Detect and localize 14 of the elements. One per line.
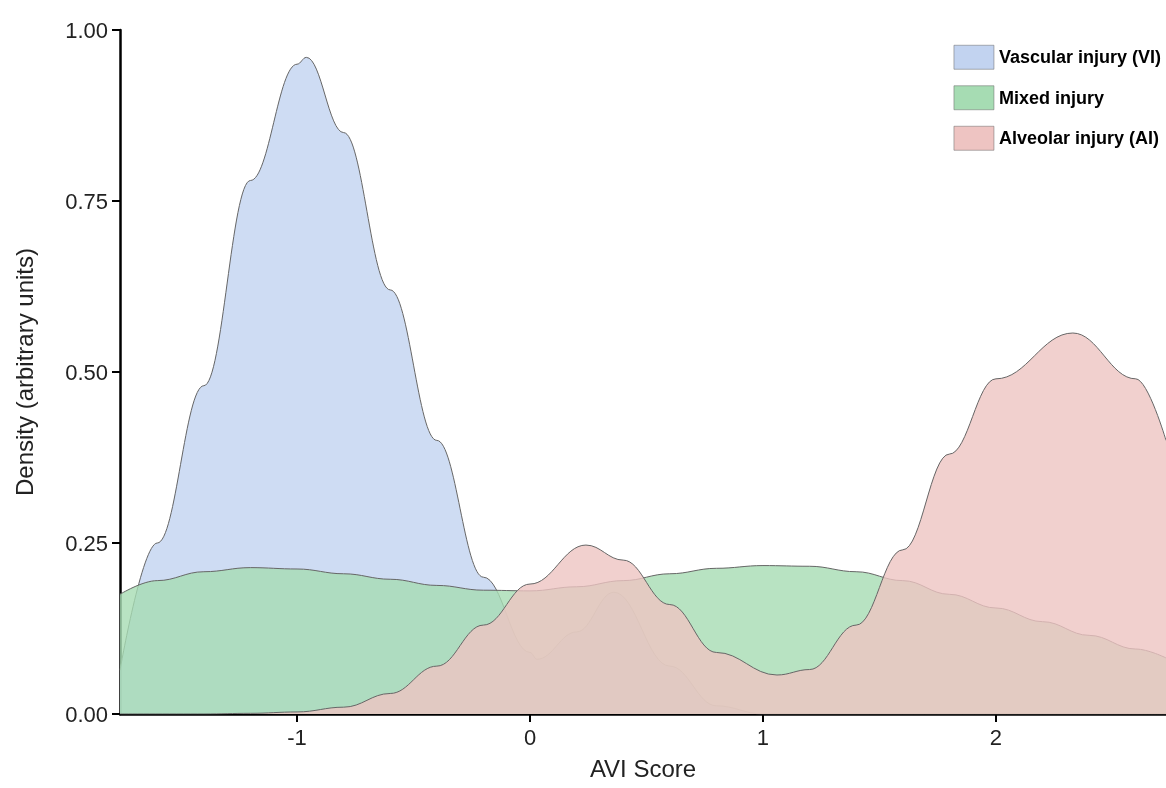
y-tick-label: 1.00 xyxy=(65,17,108,43)
x-tick-label: 1 xyxy=(756,724,770,750)
x-tick-label: -1 xyxy=(287,724,307,750)
legend-label: Mixed injury xyxy=(998,87,1104,108)
legend-label: Vascular injury (VI) xyxy=(998,47,1162,68)
legend-label: Alveolar injury (AI) xyxy=(998,128,1159,149)
x-tick-label: 0 xyxy=(523,724,537,750)
y-tick-label: 0.00 xyxy=(65,701,108,727)
x-axis-title: AVI Score xyxy=(589,754,697,782)
y-tick-label: 0.25 xyxy=(65,530,108,556)
y-axis-title: Density (arbitrary units) xyxy=(10,247,38,497)
y-tick-label: 0.50 xyxy=(65,359,108,385)
y-tick-label: 0.75 xyxy=(65,188,108,214)
x-tick-label: 2 xyxy=(989,724,1003,750)
